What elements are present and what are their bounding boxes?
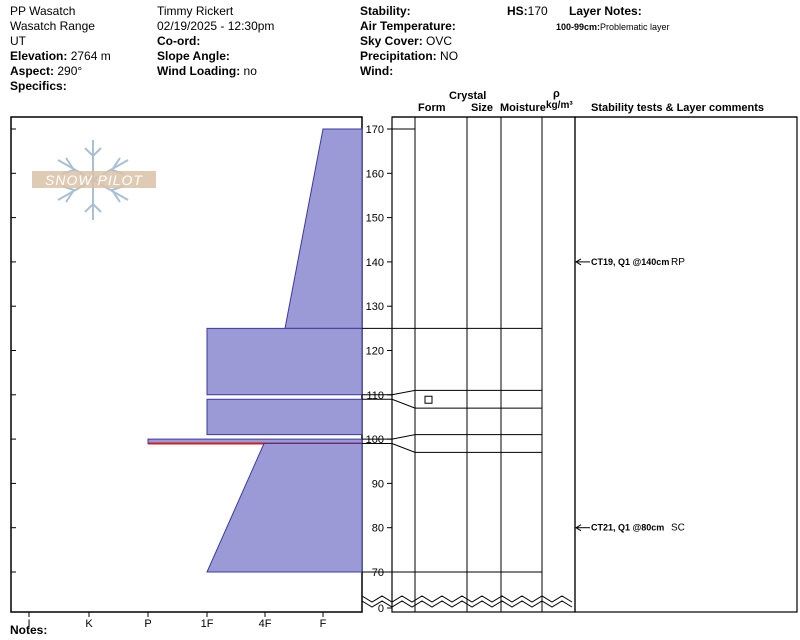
test-label: CT19, Q1 @140cm <box>591 257 669 267</box>
hardness-axis: I K P 1F 4F F <box>27 612 327 630</box>
comments-header: Stability tests & Layer comments <box>591 102 765 114</box>
height-tick-label: 110 <box>366 390 384 402</box>
hardness-tick-label: P <box>144 618 151 630</box>
hardness-tick-label: I <box>27 618 30 630</box>
layer-notes-title: Layer Notes: <box>569 4 642 18</box>
height-tick-label: 100 <box>366 434 384 446</box>
density-symbol: ρ <box>553 88 560 100</box>
hardness-layer <box>206 443 363 573</box>
moisture-header: Moisture <box>500 102 546 114</box>
crystal-table-border <box>391 116 576 613</box>
height-tick-label: 120 <box>366 346 384 358</box>
height-tick-label: 80 <box>372 523 384 535</box>
height-tick-label: 160 <box>366 168 384 180</box>
test-label: CT21, Q1 @80cm <box>591 523 664 533</box>
hardness-tick-label: K <box>85 618 93 630</box>
layer-boundary <box>362 434 542 440</box>
snowpilot-watermark: SNOW PILOT <box>32 140 156 220</box>
form-header: Form <box>418 102 446 114</box>
layer-boundary <box>362 443 542 453</box>
height-tick-label: 130 <box>366 301 384 313</box>
hardness-layer <box>206 398 363 436</box>
axis-break <box>361 595 573 603</box>
coord-field: Co-ord: <box>157 34 201 48</box>
layer-boundary <box>362 398 542 409</box>
comments-border <box>574 116 798 613</box>
grain-symbol-square <box>424 395 433 404</box>
height-tick-label: 70 <box>372 567 384 579</box>
location: PP Wasatch <box>10 4 76 18</box>
crystal-header: Crystal <box>449 90 487 102</box>
wind-field: Wind: <box>360 64 394 78</box>
height-tick-label: 170 <box>366 124 384 136</box>
axis-break <box>361 600 573 608</box>
hs-field: HS:170 <box>507 4 548 18</box>
height-tick-label: 150 <box>366 213 384 225</box>
state: UT <box>10 34 26 48</box>
arrow-icon <box>575 258 582 266</box>
hardness-layer <box>284 128 363 329</box>
fracture-label: SC <box>671 523 685 534</box>
mountain-range: Wasatch Range <box>10 19 95 33</box>
air-temp-field: Air Temperature: <box>360 19 456 33</box>
stability-field: Stability: <box>360 4 411 18</box>
sky-cover-field: Sky Cover: OVC <box>360 34 453 48</box>
specifics-field: Specifics: <box>10 79 67 93</box>
stability-tests: CT19, Q1 @140cm RP CT21, Q1 @80cm SC <box>575 257 685 534</box>
observer: Timmy Rickert <box>157 4 234 18</box>
hardness-tick-label: 4F <box>259 618 272 630</box>
elevation-field: Elevation: 2764 m <box>10 49 111 63</box>
watermark-text: SNOW PILOT <box>45 172 143 188</box>
hardness-layer <box>206 327 363 396</box>
hardness-tick-label: 1F <box>201 618 214 630</box>
hardness-tick-label: F <box>320 618 327 630</box>
wind-loading-field: Wind Loading: no <box>157 64 257 78</box>
layer-grid <box>362 128 542 573</box>
density-unit: kg/m³ <box>546 100 573 111</box>
precipitation-field: Precipitation: NO <box>360 49 459 63</box>
slope-angle-field: Slope Angle: <box>157 49 230 63</box>
notes-label: Notes: <box>10 623 48 637</box>
layer-note: 100-99cm:Problematic layer <box>556 22 670 32</box>
height-tick-label: 0 <box>378 603 384 615</box>
chart-frame <box>10 116 798 613</box>
fracture-label: RP <box>671 257 685 268</box>
height-tick-label: 140 <box>366 257 384 269</box>
arrow-icon <box>575 524 582 532</box>
hardness-layers <box>147 128 363 573</box>
size-header: Size <box>471 102 494 114</box>
datetime: 02/19/2025 - 12:30pm <box>157 19 275 33</box>
layer-boundary <box>362 389 542 396</box>
height-tick-label: 90 <box>372 478 384 490</box>
aspect-field: Aspect: 290° <box>10 64 83 78</box>
